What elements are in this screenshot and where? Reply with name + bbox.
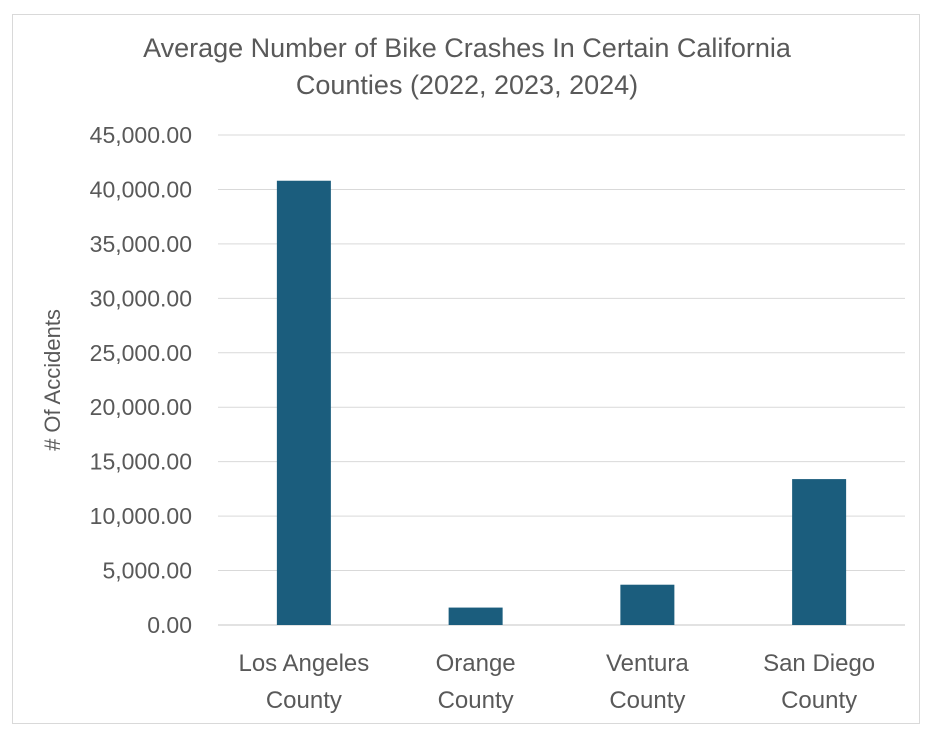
x-category-label: Ventura County — [606, 650, 689, 714]
y-tick-label: 35,000.00 — [90, 231, 192, 257]
bars — [276, 180, 847, 625]
x-category-label: Los Angeles County — [238, 650, 369, 714]
y-tick-label: 45,000.00 — [90, 122, 192, 148]
y-tick-label: 15,000.00 — [90, 449, 192, 475]
y-tick-label: 10,000.00 — [90, 503, 192, 529]
bar-orange-county — [448, 607, 503, 625]
y-tick-label: 25,000.00 — [90, 340, 192, 366]
y-axis-title: # Of Accidents — [40, 309, 65, 451]
chart-title-line-2: Counties (2022, 2023, 2024) — [295, 70, 639, 100]
x-category-labels: Los Angeles County Orange County Ventura Coun… — [238, 650, 875, 714]
bar-san-diego-county — [792, 479, 847, 625]
y-tick-label: 40,000.00 — [90, 176, 192, 202]
bar-ventura-county — [620, 584, 675, 625]
x-category-label: San Diego County — [763, 650, 875, 714]
y-tick-label: 30,000.00 — [90, 285, 192, 311]
y-tick-label: 0.00 — [147, 612, 192, 638]
y-tick-label: 5,000.00 — [102, 558, 192, 584]
chart-title-line-1: Average Number of Bike Crashes In Certai… — [143, 33, 791, 63]
x-category-label: Orange County — [436, 650, 516, 714]
bar-los-angeles-county — [276, 180, 331, 625]
y-tick-labels: 0.00 5,000.00 10,000.00 15,000.00 20,000.00 2… — [90, 122, 192, 638]
chart-frame — [12, 14, 920, 724]
gridlines — [218, 134, 905, 626]
chart-title: Average Number of Bike Crashes In Certai… — [0, 30, 934, 104]
y-tick-label: 20,000.00 — [90, 394, 192, 420]
